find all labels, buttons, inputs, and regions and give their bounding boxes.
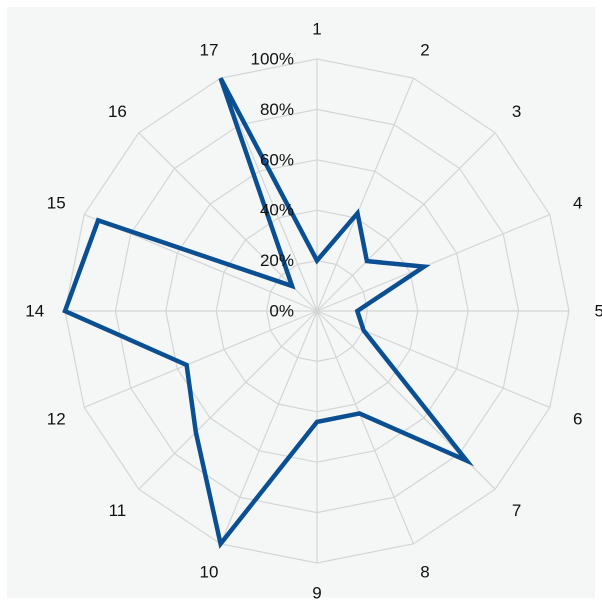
category-label: 3 xyxy=(512,102,521,121)
grid-spoke xyxy=(83,310,318,408)
radial-tick-label: 80% xyxy=(260,100,294,119)
category-label: 11 xyxy=(109,501,127,520)
chart-area xyxy=(7,7,595,598)
grid-spoke xyxy=(220,310,318,545)
grid-spoke xyxy=(138,132,318,312)
radial-tick-label: 20% xyxy=(260,251,294,270)
grid-spoke xyxy=(316,132,496,312)
grid-spoke xyxy=(316,77,414,312)
category-label: 6 xyxy=(573,410,582,429)
category-label: 4 xyxy=(573,193,582,212)
category-label: 10 xyxy=(200,562,219,581)
grid-spoke xyxy=(220,77,318,312)
radial-tick-label: 100% xyxy=(251,50,294,69)
category-label: 15 xyxy=(47,193,66,212)
category-label: 12 xyxy=(47,410,66,429)
category-label: 2 xyxy=(420,41,429,60)
category-label: 9 xyxy=(312,584,321,603)
category-label: 8 xyxy=(420,562,429,581)
grid-spoke xyxy=(138,310,318,490)
grid-spoke xyxy=(316,310,414,545)
category-label: 7 xyxy=(512,501,521,520)
category-label: 14 xyxy=(25,302,44,321)
series-line xyxy=(62,77,475,549)
grid-spoke xyxy=(316,214,551,312)
radial-tick-label: 40% xyxy=(260,201,294,220)
category-label: 5 xyxy=(595,302,602,321)
category-label: 16 xyxy=(108,102,127,121)
grid-spoke xyxy=(316,310,551,408)
radial-tick-label: 60% xyxy=(260,150,294,169)
radial-tick-label: 0% xyxy=(269,302,294,321)
category-label: 17 xyxy=(200,41,219,60)
category-label: 1 xyxy=(312,19,321,38)
